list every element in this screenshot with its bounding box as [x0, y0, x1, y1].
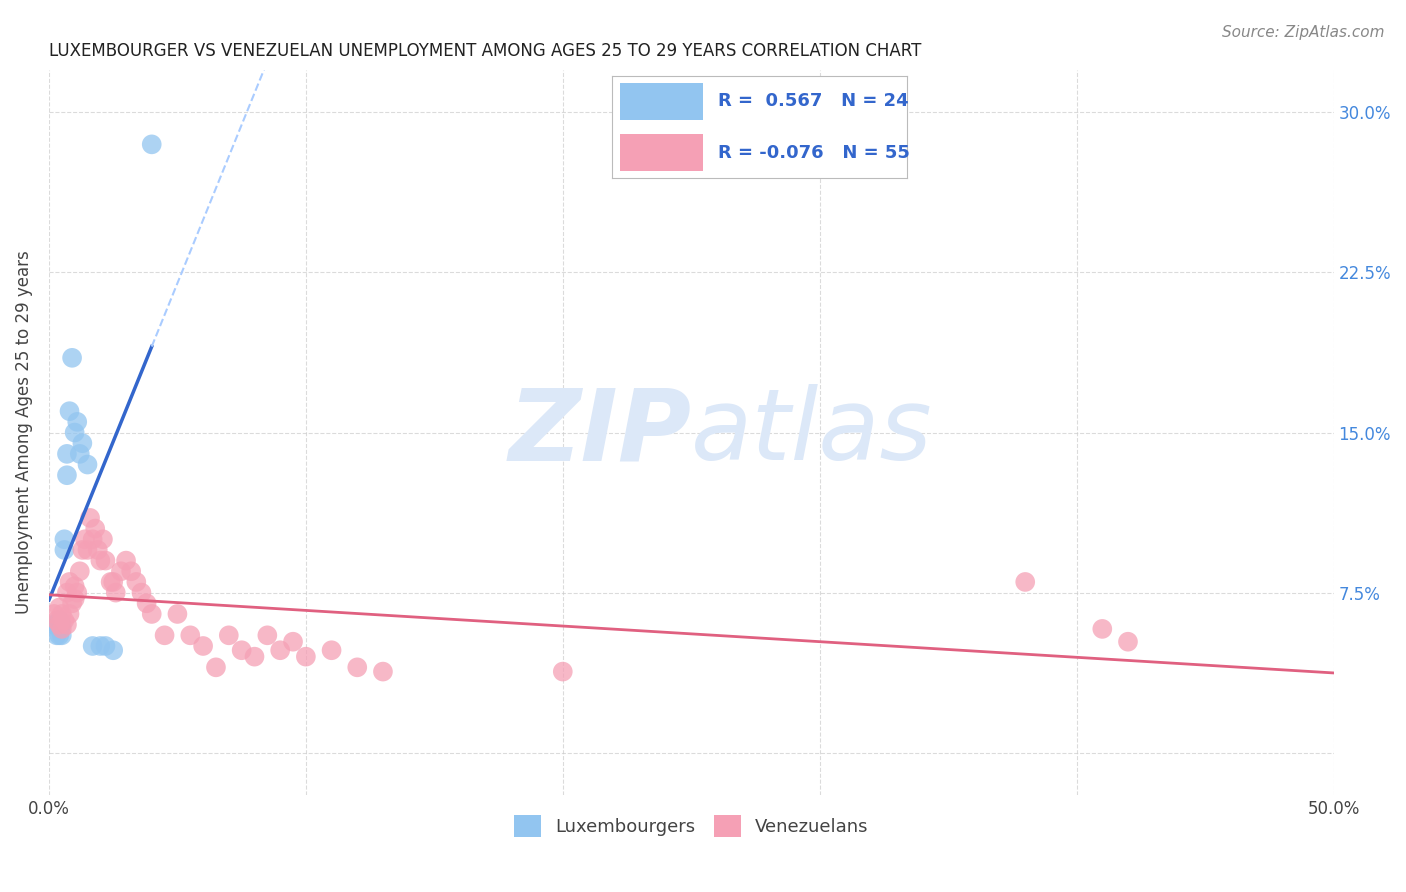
- Point: [346, 660, 368, 674]
- Text: R = -0.076   N = 55: R = -0.076 N = 55: [718, 144, 910, 161]
- Point: [141, 607, 163, 621]
- Point: [72, 436, 94, 450]
- Point: [56, 468, 79, 483]
- Point: [94, 553, 117, 567]
- Point: [103, 574, 125, 589]
- Point: [42, 617, 65, 632]
- Point: [73, 533, 96, 547]
- Point: [58, 574, 80, 589]
- Point: [51, 617, 73, 632]
- Text: Source: ZipAtlas.com: Source: ZipAtlas.com: [1222, 25, 1385, 40]
- Point: [243, 649, 266, 664]
- Point: [91, 533, 114, 547]
- Point: [1014, 574, 1036, 589]
- Point: [48, 628, 70, 642]
- Point: [166, 607, 188, 621]
- Point: [82, 639, 104, 653]
- Point: [321, 643, 343, 657]
- Point: [53, 613, 76, 627]
- Point: [66, 415, 89, 429]
- Point: [63, 425, 86, 440]
- Point: [51, 628, 73, 642]
- Point: [135, 596, 157, 610]
- Point: [231, 643, 253, 657]
- Point: [218, 628, 240, 642]
- Point: [63, 579, 86, 593]
- Point: [58, 607, 80, 621]
- Point: [551, 665, 574, 679]
- Point: [51, 622, 73, 636]
- Point: [269, 643, 291, 657]
- Point: [56, 585, 79, 599]
- Point: [69, 447, 91, 461]
- Point: [131, 585, 153, 599]
- Point: [79, 511, 101, 525]
- Point: [110, 564, 132, 578]
- Point: [153, 628, 176, 642]
- Text: R =  0.567   N = 24: R = 0.567 N = 24: [718, 93, 908, 111]
- Point: [84, 522, 107, 536]
- Point: [48, 600, 70, 615]
- Point: [371, 665, 394, 679]
- Point: [125, 574, 148, 589]
- Point: [295, 649, 318, 664]
- Point: [45, 613, 67, 627]
- Point: [76, 458, 98, 472]
- Point: [82, 533, 104, 547]
- Point: [48, 617, 70, 632]
- Point: [45, 617, 67, 632]
- Point: [115, 553, 138, 567]
- Point: [100, 574, 122, 589]
- Point: [1091, 622, 1114, 636]
- Point: [191, 639, 214, 653]
- Point: [141, 137, 163, 152]
- Point: [104, 585, 127, 599]
- Legend: Luxembourgers, Venezuelans: Luxembourgers, Venezuelans: [506, 808, 876, 845]
- Point: [256, 628, 278, 642]
- Point: [76, 543, 98, 558]
- Point: [89, 553, 111, 567]
- Point: [179, 628, 201, 642]
- FancyBboxPatch shape: [620, 83, 703, 120]
- Point: [205, 660, 228, 674]
- Point: [48, 613, 70, 627]
- Point: [281, 634, 304, 648]
- Point: [89, 639, 111, 653]
- Point: [87, 543, 110, 558]
- Point: [53, 533, 76, 547]
- Point: [45, 628, 67, 642]
- Point: [103, 643, 125, 657]
- Point: [1116, 634, 1139, 648]
- Point: [60, 596, 83, 610]
- Text: LUXEMBOURGER VS VENEZUELAN UNEMPLOYMENT AMONG AGES 25 TO 29 YEARS CORRELATION CH: LUXEMBOURGER VS VENEZUELAN UNEMPLOYMENT …: [49, 42, 921, 60]
- Point: [56, 617, 79, 632]
- Point: [69, 564, 91, 578]
- Point: [94, 639, 117, 653]
- Point: [53, 543, 76, 558]
- Text: atlas: atlas: [692, 384, 932, 481]
- Point: [48, 622, 70, 636]
- Point: [120, 564, 142, 578]
- Point: [72, 543, 94, 558]
- Point: [51, 607, 73, 621]
- Point: [66, 585, 89, 599]
- FancyBboxPatch shape: [620, 135, 703, 171]
- Point: [63, 592, 86, 607]
- Text: ZIP: ZIP: [508, 384, 692, 481]
- Point: [42, 607, 65, 621]
- Point: [58, 404, 80, 418]
- Point: [60, 351, 83, 365]
- Point: [56, 447, 79, 461]
- Y-axis label: Unemployment Among Ages 25 to 29 years: Unemployment Among Ages 25 to 29 years: [15, 251, 32, 615]
